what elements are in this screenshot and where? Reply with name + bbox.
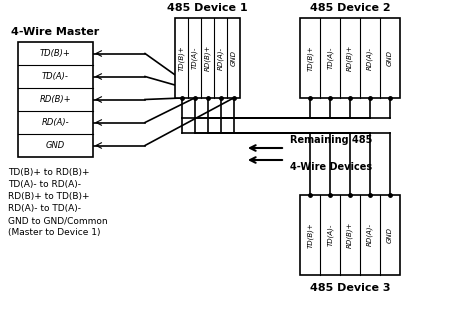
Text: GND to GND/Common: GND to GND/Common <box>8 216 108 225</box>
Text: 4-Wire Devices: 4-Wire Devices <box>290 162 372 172</box>
Text: RD(A)-: RD(A)- <box>367 46 373 69</box>
Text: RD(B)+: RD(B)+ <box>347 222 353 248</box>
Text: TD(B)+: TD(B)+ <box>307 222 313 248</box>
Text: TD(A)- to RD(A)-: TD(A)- to RD(A)- <box>8 180 81 189</box>
Text: RD(B)+: RD(B)+ <box>204 45 211 71</box>
Text: GND: GND <box>46 141 65 150</box>
Text: 485 Device 1: 485 Device 1 <box>167 3 248 13</box>
Text: 4-Wire Master: 4-Wire Master <box>11 27 99 37</box>
Text: GND: GND <box>387 50 393 66</box>
Text: RD(A)-: RD(A)- <box>217 46 224 69</box>
Bar <box>18 42 93 157</box>
Text: TD(B)+: TD(B)+ <box>40 49 71 58</box>
Text: TD(A)-: TD(A)- <box>327 224 333 246</box>
Text: RD(A)-: RD(A)- <box>42 118 69 127</box>
Text: TD(A)-: TD(A)- <box>42 72 69 81</box>
Text: Remaining 485: Remaining 485 <box>290 135 373 145</box>
Text: 485 Device 2: 485 Device 2 <box>310 3 390 13</box>
Bar <box>300 18 400 98</box>
Text: 485 Device 3: 485 Device 3 <box>310 283 390 293</box>
Text: GND: GND <box>230 50 237 66</box>
Text: RD(A)-: RD(A)- <box>367 223 373 246</box>
Text: (Master to Device 1): (Master to Device 1) <box>8 228 100 237</box>
Text: TD(B)+: TD(B)+ <box>307 45 313 71</box>
Text: GND: GND <box>387 227 393 243</box>
Bar <box>300 195 400 275</box>
Text: TD(B)+: TD(B)+ <box>178 45 185 71</box>
Text: TD(B)+ to RD(B)+: TD(B)+ to RD(B)+ <box>8 168 90 177</box>
Text: TD(A)-: TD(A)- <box>327 47 333 69</box>
Text: RD(A)- to TD(A)-: RD(A)- to TD(A)- <box>8 204 81 213</box>
Text: RD(B)+: RD(B)+ <box>40 95 71 104</box>
Bar <box>175 18 240 98</box>
Text: RD(B)+: RD(B)+ <box>347 45 353 71</box>
Text: TD(A)-: TD(A)- <box>191 47 198 69</box>
Text: RD(B)+ to TD(B)+: RD(B)+ to TD(B)+ <box>8 192 90 201</box>
